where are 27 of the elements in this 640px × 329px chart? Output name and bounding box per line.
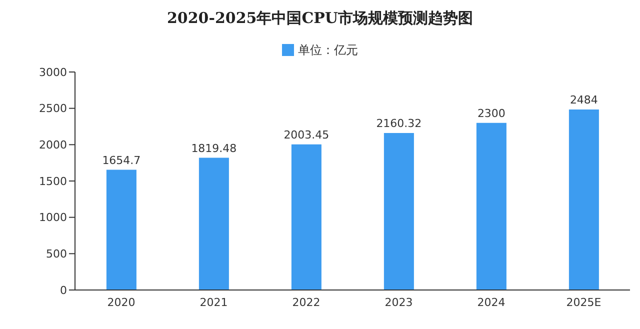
chart-title: 2020-2025年中国CPU市场规模预测趋势图: [166, 8, 474, 28]
bar: [106, 170, 136, 290]
bar: [476, 122, 506, 290]
y-tick-label: 1000: [39, 211, 67, 224]
bar: [568, 109, 599, 290]
y-tick-label: 2000: [39, 138, 67, 152]
x-tick-label: 2024: [477, 296, 506, 309]
bar: [291, 144, 322, 290]
x-tick-label: 2023: [384, 296, 413, 309]
y-tick-label: 3000: [39, 66, 67, 79]
y-tick-label: 2500: [39, 102, 67, 116]
data-label: 2003.45: [284, 128, 330, 142]
bar: [384, 133, 414, 290]
data-label: 1654.7: [102, 154, 141, 167]
x-tick-label: 2022: [292, 296, 320, 309]
x-tick-label: 2025E: [566, 296, 602, 309]
data-label: 2160.32: [376, 117, 422, 130]
x-tick-label: 2021: [200, 296, 228, 309]
y-tick-label: 1500: [39, 174, 67, 188]
y-tick-label: 500: [46, 248, 67, 261]
data-label: 1819.48: [191, 142, 237, 155]
bar: [198, 158, 229, 290]
legend-label: 单位：亿元: [298, 42, 358, 58]
y-tick-label: 0: [60, 284, 67, 297]
x-tick-label: 2020: [107, 296, 136, 309]
data-label: 2300: [477, 106, 506, 120]
data-label: 2484: [570, 93, 598, 106]
